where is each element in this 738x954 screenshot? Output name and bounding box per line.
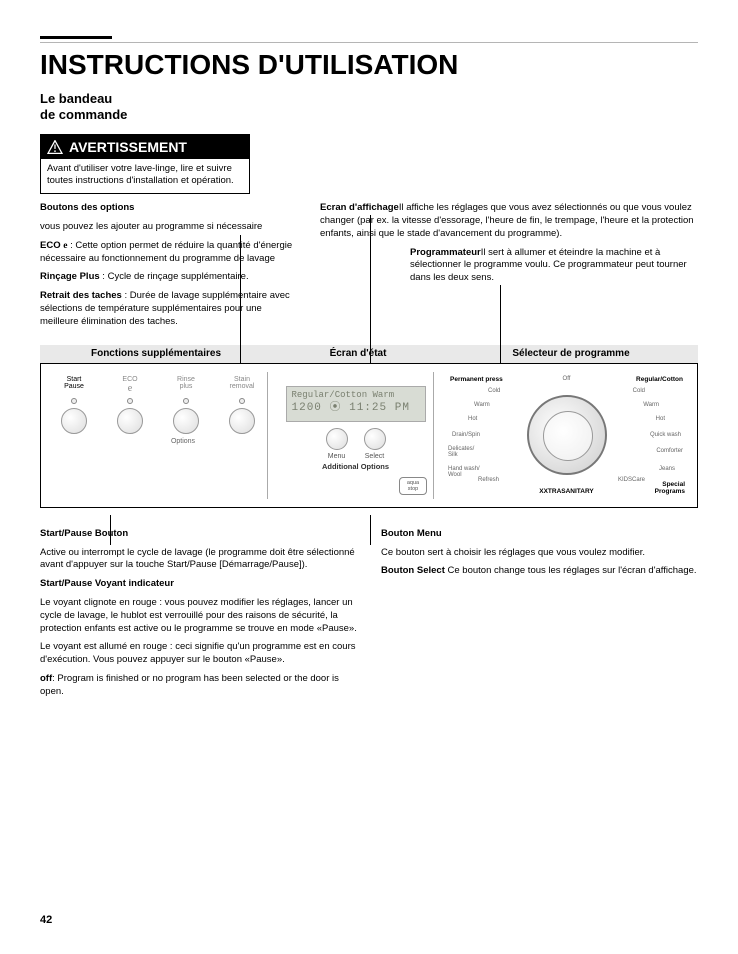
menu-heading: Bouton Menu [381,528,698,541]
select-button[interactable] [364,428,386,450]
upper-right-column: Ecran d'affichageIl affiche les réglages… [320,202,698,335]
warning-body: Avant d'utiliser votre lave-linge, lire … [41,159,249,188]
option-buttons-row: Start Pause ECO e Rinse plus [55,376,261,434]
pointer-line-dial [500,285,501,363]
warning-label: AVERTISSEMENT [69,139,187,155]
dial-warm-right: Warm [643,402,659,408]
upper-columns: Boutons des options vous pouvez les ajou… [40,202,698,335]
start-pause-led [71,398,77,404]
stain-column: Stain removal [223,376,261,434]
rinse-led [183,398,189,404]
stain-label: Stain removal [230,376,255,394]
subtitle-line2: de commande [40,107,127,122]
aqua-stop-badge: aqua stop [399,477,427,495]
eco-label: ECO e [122,376,137,394]
options-intro: vous pouvez les ajouter au programme si … [40,221,300,234]
page-subtitle: Le bandeau de commande [40,91,698,124]
additional-options-title: Additional Options [322,462,389,471]
stain-button[interactable] [229,408,255,434]
dial-drain: Drain/Spin [452,432,480,438]
bottom-left-column: Start/Pause Bouton Active ou interrompt … [40,528,357,705]
upper-left-column: Boutons des options vous pouvez les ajou… [40,202,300,335]
startpause-p2: Le voyant clignote en rouge : vous pouve… [40,597,357,635]
dial-off: Off [563,376,571,382]
pointer-line-startpause [110,515,111,545]
select-paragraph: Bouton Select Ce bouton change tous les … [381,565,698,578]
control-panel: Start Pause ECO e Rinse plus [40,363,698,508]
panel-dial-zone: Permanent press Regular/Cotton Off Cold … [444,372,689,499]
dial-kidscare: KIDSCare [618,477,645,483]
programmer-paragraph: ProgrammateurIl sert à allumer et éteind… [410,247,698,285]
pointer-line-menu [370,515,371,545]
dial-hot-right: Hot [656,416,665,422]
stain-led [239,398,245,404]
warning-icon [47,140,63,154]
menu-p1: Ce bouton sert à choisir les réglages qu… [381,547,698,560]
eco-paragraph: ECO e : Cette option permet de réduire l… [40,240,300,266]
pointer-line-screen [370,215,371,363]
dial-xxtra: XXTRASANITARY [539,488,594,495]
options-label: Options [105,438,261,445]
dial-comforter: Comforter [656,448,683,454]
rinse-column: Rinse plus [167,376,205,434]
pointer-line-options [240,235,241,363]
eco-button[interactable] [117,408,143,434]
header-screen: Écran d'état [272,345,444,363]
dial-permanent-press: Permanent press [450,376,503,383]
options-heading: Boutons des options [40,202,300,215]
subtitle-line1: Le bandeau [40,91,112,106]
lcd-line2: 1200 ⦿ 11:25 PM [292,401,420,415]
lcd-screen: Regular/Cotton Warm 1200 ⦿ 11:25 PM [286,386,426,422]
dial-hot-left: Hot [468,416,477,422]
dial-cold-right: Cold [633,388,645,394]
dial-jeans: Jeans [659,466,675,472]
lcd-line1: Regular/Cotton Warm [292,390,420,402]
diagram-wrapper: Fonctions supplémentaires Écran d'état S… [40,345,698,508]
select-label: Select [365,453,384,460]
menu-button[interactable] [326,428,348,450]
screen-paragraph: Ecran d'affichageIl affiche les réglages… [320,202,698,240]
top-rule [40,36,112,39]
page-number: 42 [40,914,52,926]
panel-screen-zone: Regular/Cotton Warm 1200 ⦿ 11:25 PM Menu… [278,372,434,499]
dial-refresh: Refresh [478,477,499,483]
panel-options-zone: Start Pause ECO e Rinse plus [49,372,268,499]
rinse-button[interactable] [173,408,199,434]
bottom-columns: Start/Pause Bouton Active ou interrompt … [40,528,698,705]
eco-led [127,398,133,404]
start-pause-column: Start Pause [55,376,93,434]
program-dial[interactable] [527,395,607,475]
startpause-heading: Start/Pause Bouton [40,528,357,541]
dial-cold-left: Cold [488,388,500,394]
dial-special: Special Programs [655,481,685,495]
dial-quick: Quick wash [650,432,681,438]
startpause-p3: Le voyant est allumé en rouge : ceci sig… [40,641,357,667]
rinse-label: Rinse plus [177,376,195,394]
dial-regular-cotton: Regular/Cotton [636,376,683,383]
eco-column: ECO e [111,376,149,434]
stain-paragraph: Retrait des taches : Durée de lavage sup… [40,290,300,328]
header-selector: Sélecteur de programme [444,345,698,363]
bottom-right-column: Bouton Menu Ce bouton sert à choisir les… [381,528,698,705]
rinse-paragraph: Rinçage Plus : Cycle de rinçage suppléme… [40,271,300,284]
warning-heading: AVERTISSEMENT [41,135,249,159]
dial-delicates: Delicates/ Silk [448,446,474,458]
dial-warm-left: Warm [474,402,490,408]
startpause-indicator-heading: Start/Pause Voyant indicateur [40,578,357,591]
additional-options-row: Menu Select [326,428,386,460]
eco-glyph-icon: e [128,383,132,394]
dial-handwash: Hand wash/ Wool [448,466,480,478]
menu-column: Menu [326,428,348,460]
startpause-p1: Active ou interrompt le cycle de lavage … [40,547,357,573]
start-pause-label: Start Pause [64,376,84,394]
page-title: INSTRUCTIONS D'UTILISATION [40,49,698,81]
off-paragraph: off: Program is finished or no program h… [40,673,357,699]
warning-box: AVERTISSEMENT Avant d'utiliser votre lav… [40,134,250,195]
menu-label: Menu [328,453,346,460]
diagram-header-row: Fonctions supplémentaires Écran d'état S… [40,345,698,363]
grey-rule [40,42,698,43]
header-functions: Fonctions supplémentaires [40,345,272,363]
select-column: Select [364,428,386,460]
start-pause-button[interactable] [61,408,87,434]
